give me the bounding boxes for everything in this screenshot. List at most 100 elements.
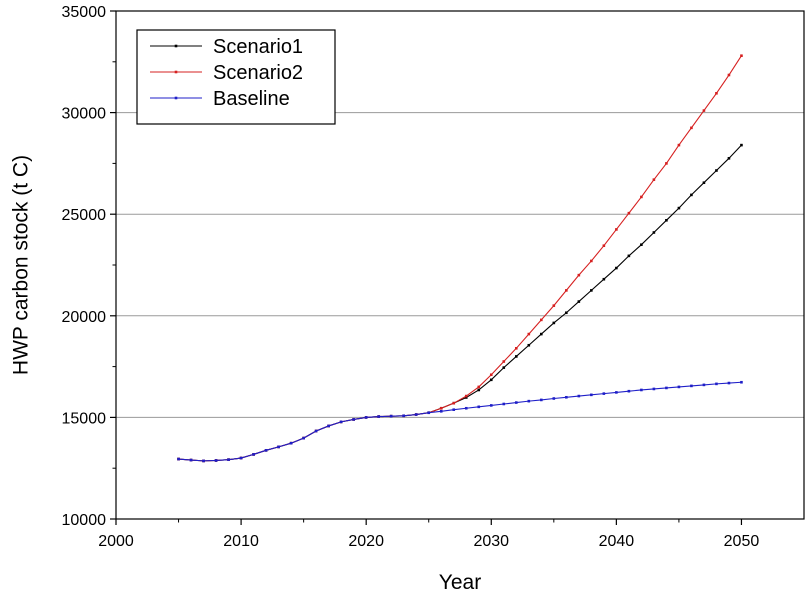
data-point-baseline xyxy=(602,392,606,395)
series-line-scenario1 xyxy=(178,144,742,462)
data-point-baseline xyxy=(252,453,255,456)
data-point-scenario2 xyxy=(690,126,693,130)
gridlines xyxy=(116,112,804,418)
data-point-baseline xyxy=(677,385,681,389)
data-point-scenario1 xyxy=(489,378,493,382)
data-point-baseline xyxy=(577,394,581,398)
data-point-baseline xyxy=(389,414,393,418)
data-point-scenario2 xyxy=(439,406,443,410)
legend-label-baseline: Baseline xyxy=(213,88,290,110)
data-point-scenario2 xyxy=(677,143,681,147)
data-point-scenario1 xyxy=(652,231,656,234)
legend-label-scenario1: Scenario1 xyxy=(213,36,303,58)
y-tick-label: 25000 xyxy=(62,207,107,224)
data-point-scenario2 xyxy=(627,211,631,215)
legend: Scenario1 Scenario2 Baseline xyxy=(136,29,336,125)
data-point-scenario1 xyxy=(590,289,593,292)
data-point-baseline xyxy=(439,410,443,413)
data-point-baseline xyxy=(640,388,643,392)
y-tick-label: 30000 xyxy=(62,106,107,123)
data-point-baseline xyxy=(327,424,330,428)
x-tick-label: 2050 xyxy=(724,533,760,550)
x-tick-label: 2000 xyxy=(98,533,134,550)
data-point-scenario1 xyxy=(565,311,568,315)
data-point-baseline xyxy=(740,380,743,384)
data-point-scenario1 xyxy=(740,143,743,147)
data-point-scenario2 xyxy=(615,228,618,231)
data-point-scenario1 xyxy=(477,388,481,392)
data-point-scenario2 xyxy=(514,347,518,350)
data-point-baseline xyxy=(590,393,593,397)
data-point-baseline xyxy=(289,441,293,445)
data-point-scenario1 xyxy=(527,343,531,347)
data-point-baseline xyxy=(264,449,268,452)
data-point-scenario2 xyxy=(540,318,543,322)
data-point-scenario1 xyxy=(577,300,581,303)
data-point-scenario1 xyxy=(690,193,693,197)
data-point-scenario1 xyxy=(627,254,631,258)
data-point-scenario1 xyxy=(552,321,556,325)
data-point-baseline xyxy=(239,456,243,460)
data-point-baseline xyxy=(715,382,718,386)
data-point-baseline xyxy=(364,416,368,419)
data-point-baseline xyxy=(277,445,280,449)
data-point-scenario2 xyxy=(565,289,568,292)
data-point-baseline xyxy=(214,459,218,462)
data-point-baseline xyxy=(615,391,618,394)
data-point-baseline xyxy=(377,415,380,418)
data-point-baseline xyxy=(527,399,531,403)
data-point-baseline xyxy=(402,414,406,418)
data-point-baseline xyxy=(227,458,230,461)
data-point-baseline xyxy=(352,418,355,421)
data-point-baseline xyxy=(727,381,731,385)
data-point-baseline xyxy=(189,458,193,462)
data-point-scenario2 xyxy=(577,273,581,277)
data-point-baseline xyxy=(464,406,468,410)
data-point-scenario2 xyxy=(740,54,743,58)
x-tick-label: 2010 xyxy=(223,533,259,550)
data-point-baseline xyxy=(427,411,431,415)
data-point-baseline xyxy=(514,401,518,404)
data-point-baseline xyxy=(314,429,318,433)
legend-marker-scenario1 xyxy=(174,44,178,48)
data-point-scenario1 xyxy=(514,355,518,358)
data-point-baseline xyxy=(690,384,693,388)
data-point-baseline xyxy=(665,386,668,390)
data-point-baseline xyxy=(489,404,493,407)
data-point-baseline xyxy=(202,459,205,463)
data-point-scenario1 xyxy=(540,332,543,336)
series-lines xyxy=(177,54,743,463)
y-tick-label: 10000 xyxy=(62,512,107,529)
data-point-baseline xyxy=(452,408,456,411)
x-axis-title: Year xyxy=(439,571,481,594)
x-tick-label: 2030 xyxy=(473,533,509,550)
data-point-baseline xyxy=(302,436,305,440)
data-point-baseline xyxy=(477,405,481,409)
data-point-scenario1 xyxy=(665,218,668,222)
data-point-scenario1 xyxy=(464,396,468,399)
data-point-baseline xyxy=(502,402,506,406)
data-point-baseline xyxy=(339,420,343,424)
legend-label-scenario2: Scenario2 xyxy=(213,62,303,84)
legend-marker-scenario2 xyxy=(174,70,178,74)
axis-ticks: 2000 2010 2020 2030 2040 2050 10000 15000 20000 2… xyxy=(62,4,760,550)
data-point-baseline xyxy=(652,387,656,391)
data-point-scenario1 xyxy=(502,366,506,369)
data-point-baseline xyxy=(552,397,556,400)
y-tick-label: 15000 xyxy=(62,410,107,427)
data-point-baseline xyxy=(414,413,418,416)
data-point-scenario2 xyxy=(464,394,468,398)
x-tick-label: 2040 xyxy=(599,533,635,550)
data-point-scenario1 xyxy=(615,266,618,270)
x-tick-label: 2020 xyxy=(348,533,384,550)
data-point-baseline xyxy=(540,398,543,402)
data-point-scenario1 xyxy=(602,277,606,281)
y-axis-title: HWP carbon stock (t C) xyxy=(10,155,33,375)
data-point-baseline xyxy=(627,389,631,393)
data-point-baseline xyxy=(702,383,706,387)
data-point-scenario2 xyxy=(640,195,643,199)
data-point-scenario2 xyxy=(477,385,481,389)
legend-marker-baseline xyxy=(174,96,178,100)
